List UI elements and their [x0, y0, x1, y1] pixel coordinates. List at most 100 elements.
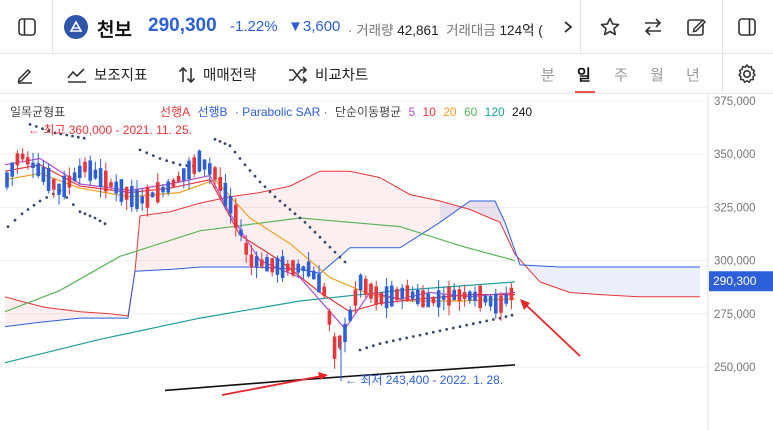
candle-body [426, 293, 430, 308]
sar-dot [333, 250, 337, 254]
candle-body [322, 286, 326, 297]
period-minute[interactable]: 분 [541, 67, 555, 84]
y-tick-label: 375,000 [714, 96, 756, 108]
candle-body [20, 153, 25, 160]
drawn-arrow-line [525, 304, 581, 357]
candle-body [286, 263, 290, 272]
annotations: ← 최고 360,000 - 2021. 11. 25. ← 최저 243,400… [28, 123, 581, 396]
y-tick-label: 300,000 [714, 256, 756, 268]
strategy-label: 매매전략 [203, 68, 257, 84]
candle-body [130, 185, 134, 207]
swap-icon[interactable] [636, 10, 670, 44]
shuffle-icon [289, 65, 308, 84]
y-tick-label: 250,000 [714, 362, 756, 374]
chart-toolbar: 보조지표 매매전략 비교차트 분 일 주 월 년 [0, 54, 773, 94]
candle-body [488, 296, 493, 307]
strategy-button[interactable]: 매매전략 [177, 64, 256, 85]
period-year[interactable]: 년 [686, 67, 700, 84]
sar-dot [308, 225, 312, 229]
sar-dot [491, 318, 495, 321]
stock-name: 천보 [97, 20, 132, 41]
period-week[interactable]: 주 [614, 67, 628, 84]
volume-label: · 거래량 [348, 23, 394, 38]
candle-body [462, 292, 467, 299]
sar-dot [13, 218, 17, 222]
candle-body [358, 274, 363, 291]
sar-dot [65, 133, 69, 137]
edit-icon[interactable] [679, 10, 713, 44]
ma120-line [4, 281, 516, 364]
draw-tool-button[interactable] [15, 64, 41, 84]
candle-body [249, 254, 254, 268]
sar-dot [298, 216, 302, 220]
star-icon[interactable] [593, 10, 627, 44]
candle-body [41, 167, 46, 182]
candle-body [192, 157, 196, 174]
sar-dot [458, 325, 462, 328]
sar-dot [145, 151, 149, 155]
period-month[interactable]: 월 [650, 67, 664, 84]
sar-dot [293, 212, 297, 216]
sar-dot [248, 169, 252, 172]
sar-dot [431, 330, 435, 334]
current-price: 290,300 [148, 15, 217, 36]
ma10-line [4, 164, 515, 313]
period-day[interactable]: 일 [577, 67, 591, 84]
sar-dot [278, 199, 282, 203]
span-a-line [4, 170, 700, 317]
candle-body [312, 270, 316, 280]
cloud-bearish [440, 201, 700, 297]
compare-button[interactable]: 비교차트 [287, 64, 368, 85]
sar-dot [93, 216, 97, 220]
indicator-button[interactable]: 보조지표 [66, 64, 147, 85]
sar-dot [371, 344, 375, 348]
legend-sar: · Parabolic SAR · [234, 105, 328, 119]
candle-body [176, 175, 181, 182]
legend-row: 선행A 선행B · Parabolic SAR · 단순이동평균 5 10 20… [160, 103, 536, 120]
candle-body [306, 261, 311, 277]
turnover-value: 124억 ( [499, 23, 543, 38]
divider [722, 0, 723, 54]
sar-dot [171, 161, 175, 165]
chart-canvas[interactable]: ← 최고 360,000 - 2021. 11. 25. ← 최저 243,400… [0, 95, 773, 430]
candle-body [457, 289, 462, 301]
sidebar-toggle-icon[interactable] [10, 10, 44, 44]
legend-ma240: 240 [512, 105, 533, 119]
candlesticks [5, 148, 514, 382]
sar-dot [303, 220, 307, 224]
sar-dot [318, 235, 322, 239]
drawn-arrow-line [221, 375, 323, 396]
candle-body [135, 189, 139, 209]
high-annotation: ← 최고 360,000 - 2021. 11. 25. [28, 123, 192, 137]
sar-dot [233, 150, 237, 154]
sar-dot [98, 219, 102, 223]
pen-icon [17, 68, 32, 84]
volume-value: 42,861 [397, 23, 439, 38]
candle-body [88, 160, 92, 181]
candle-body [353, 289, 358, 306]
divider [580, 0, 581, 54]
candle-body [296, 263, 300, 273]
candle-body [421, 290, 425, 308]
sar-dot [218, 140, 222, 143]
chart-grid [0, 100, 708, 368]
candle-body [98, 168, 103, 187]
candle-body [291, 260, 295, 276]
sar-dot [385, 340, 389, 344]
candle-body [67, 175, 72, 188]
sar-dot [258, 180, 262, 184]
low-annotation: ← 최저 243,400 - 2022. 1. 28. [345, 373, 503, 387]
sar-dot [238, 157, 242, 160]
sar-dot [358, 348, 362, 352]
candle-body [452, 289, 456, 300]
chevron-right-icon[interactable] [558, 10, 578, 44]
price-chart[interactable]: ← 최고 360,000 - 2021. 11. 25. ← 최저 243,400… [0, 95, 773, 430]
candle-body [504, 294, 508, 304]
candle-body [369, 283, 373, 299]
sar-dot [178, 163, 182, 167]
candle-body [244, 242, 248, 255]
panel-toggle-icon[interactable] [730, 10, 764, 44]
sar-dot [45, 196, 49, 199]
sar-dot [445, 328, 449, 331]
settings-gear-icon[interactable] [730, 57, 764, 91]
